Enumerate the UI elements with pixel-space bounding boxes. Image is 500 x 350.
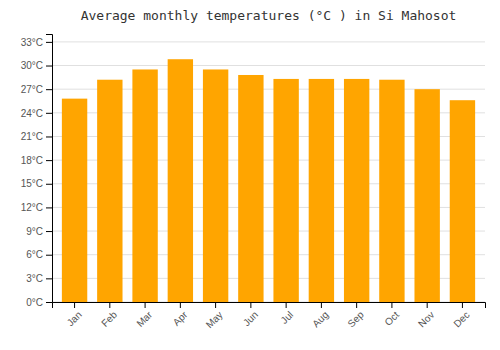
x-tick-label: Nov bbox=[416, 309, 436, 329]
bar bbox=[414, 89, 439, 302]
x-tick: Jan bbox=[65, 302, 84, 328]
bar bbox=[97, 80, 122, 302]
x-tick: Mar bbox=[134, 302, 154, 329]
x-tick-label: May bbox=[204, 309, 225, 330]
y-tick-mark bbox=[46, 66, 52, 67]
x-tick-mark bbox=[321, 302, 322, 308]
bar bbox=[132, 69, 157, 302]
x-tick-label: Apr bbox=[171, 309, 190, 328]
y-tick-label: 27°C bbox=[21, 84, 43, 95]
y-tick-label: 21°C bbox=[21, 131, 43, 142]
y-tick-mark bbox=[46, 113, 52, 114]
y-tick: 18°C bbox=[21, 155, 52, 166]
x-tick: Jun bbox=[241, 302, 260, 328]
y-tick: 3°C bbox=[26, 273, 52, 284]
y-tick-label: 24°C bbox=[21, 108, 43, 119]
y-tick: 24°C bbox=[21, 108, 52, 119]
x-tick: May bbox=[204, 302, 225, 330]
y-axis: 0°C 3°C 6°C 9°C 12°C 15°C 18°C 21°C 24°C 27°C 30°C… bbox=[21, 35, 53, 308]
y-tick-label: 0°C bbox=[26, 297, 43, 308]
y-tick: 6°C bbox=[26, 249, 52, 260]
y-tick-mark bbox=[46, 207, 52, 208]
x-tick-mark bbox=[391, 302, 392, 308]
chart: 0°C 3°C 6°C 9°C 12°C 15°C 18°C 21°C 24°C 27°C 30°C… bbox=[0, 0, 500, 350]
y-tick: 33°C bbox=[21, 37, 52, 48]
y-tick-mark bbox=[46, 160, 52, 161]
y-tick: 27°C bbox=[21, 84, 52, 95]
x-tick-label: Sep bbox=[345, 309, 366, 330]
y-tick: 15°C bbox=[21, 178, 52, 189]
x-axis-line bbox=[53, 303, 486, 309]
x-tick-mark bbox=[250, 302, 251, 308]
y-tick-mark bbox=[46, 184, 52, 185]
x-tick: Aug bbox=[310, 302, 330, 329]
y-tick: 9°C bbox=[26, 226, 52, 237]
x-tick-mark bbox=[427, 302, 428, 308]
x-tick-mark bbox=[356, 302, 357, 308]
y-tick-label: 9°C bbox=[26, 226, 43, 237]
x-tick: Oct bbox=[382, 302, 401, 328]
bar bbox=[238, 75, 263, 302]
x-tick: Jul bbox=[278, 302, 295, 326]
y-tick-label: 3°C bbox=[26, 273, 43, 284]
bar bbox=[450, 100, 475, 302]
y-tick-mark bbox=[46, 302, 52, 303]
y-tick-mark bbox=[46, 136, 52, 137]
y-tick: 30°C bbox=[21, 60, 52, 71]
bar bbox=[273, 79, 298, 302]
y-tick: 0°C bbox=[26, 297, 52, 308]
plot-area bbox=[62, 59, 475, 302]
y-tick-label: 12°C bbox=[21, 202, 43, 213]
bar bbox=[62, 99, 87, 302]
grid-line bbox=[52, 41, 485, 42]
y-tick-label: 30°C bbox=[21, 60, 43, 71]
x-tick-label: Mar bbox=[134, 309, 154, 329]
x-tick-label: Aug bbox=[310, 309, 330, 329]
x-tick-label: Oct bbox=[382, 309, 401, 328]
y-tick-label: 33°C bbox=[21, 37, 43, 48]
y-tick-mark bbox=[46, 42, 52, 43]
x-tick-label: Jul bbox=[278, 309, 295, 326]
x-tick-label: Dec bbox=[451, 309, 471, 329]
y-tick-label: 6°C bbox=[26, 249, 43, 260]
x-tick-mark bbox=[180, 302, 181, 308]
bar bbox=[168, 59, 193, 302]
bar bbox=[203, 69, 228, 302]
x-tick-mark bbox=[462, 302, 463, 308]
x-tick: Feb bbox=[99, 302, 119, 329]
x-tick-mark bbox=[145, 302, 146, 308]
x-tick: Apr bbox=[171, 302, 190, 328]
y-tick: 12°C bbox=[21, 202, 52, 213]
x-tick-label: Feb bbox=[99, 309, 119, 329]
bar bbox=[379, 80, 404, 302]
y-tick-label: 18°C bbox=[21, 155, 43, 166]
x-tick-mark bbox=[286, 302, 287, 308]
y-tick-label: 15°C bbox=[21, 178, 43, 189]
x-tick-mark bbox=[215, 302, 216, 308]
x-tick: Dec bbox=[451, 302, 471, 329]
x-tick: Sep bbox=[345, 302, 366, 329]
grid-line bbox=[52, 65, 485, 66]
title: Average monthly temperatures (°C ) in Si… bbox=[81, 8, 457, 23]
x-tick-mark bbox=[109, 302, 110, 308]
y-axis-line bbox=[46, 35, 53, 303]
x-tick-label: Jun bbox=[241, 309, 260, 328]
x-tick-label: Jan bbox=[65, 309, 84, 328]
x-axis: Jan Feb Mar Apr May Jun Jul Aug Sep Oct Nov Dec bbox=[53, 302, 486, 330]
bar bbox=[309, 79, 334, 302]
x-tick: Nov bbox=[416, 302, 436, 329]
y-tick-mark bbox=[46, 255, 52, 256]
y-tick: 21°C bbox=[21, 131, 52, 142]
y-tick-mark bbox=[46, 231, 52, 232]
y-tick-mark bbox=[46, 278, 52, 279]
grid bbox=[52, 42, 485, 302]
x-tick-mark bbox=[74, 302, 75, 308]
y-tick-mark bbox=[46, 89, 52, 90]
bar bbox=[344, 79, 369, 302]
